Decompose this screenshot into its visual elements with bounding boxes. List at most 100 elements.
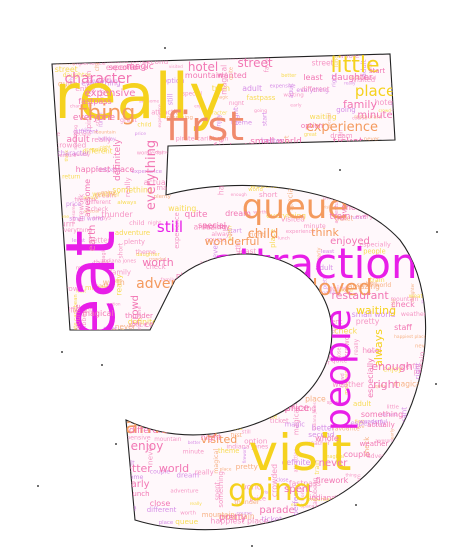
filler-word: fastpass <box>83 495 108 502</box>
filler-word: first <box>231 433 243 439</box>
filler-word: pretty <box>236 462 259 471</box>
filler-word: wonderful <box>205 360 235 366</box>
filler-word: spent <box>213 482 221 501</box>
filler-word: start <box>43 414 57 420</box>
filler-word: adventure <box>334 197 340 224</box>
cloud-word-really: really <box>54 60 225 133</box>
cloud-word-people: people <box>318 309 359 431</box>
filler-word: check <box>334 326 357 335</box>
filler-word: better <box>88 235 110 244</box>
cloud-word-price: price <box>285 403 310 414</box>
filler-word: fastpass <box>247 94 276 102</box>
filler-word: course <box>206 237 227 244</box>
filler-word: mountain <box>104 346 140 355</box>
filler-word: magical <box>292 407 301 435</box>
filler-word: family <box>71 496 86 502</box>
filler-word: price <box>40 422 46 434</box>
filler-word: return <box>108 447 115 466</box>
filler-word: magic <box>216 94 229 99</box>
filler-word: dream <box>73 421 90 427</box>
cloud-word-great: great <box>52 230 131 410</box>
filler-word: lunch <box>354 144 372 152</box>
filler-word: daughter <box>63 72 91 79</box>
filler-word: people <box>47 428 67 434</box>
filler-word: special <box>337 151 356 157</box>
filler-word: experience <box>157 104 162 128</box>
filler-word: indiana jones <box>312 402 317 430</box>
filler-word: little <box>391 299 397 310</box>
filler-word: start <box>262 111 269 126</box>
filler-word: spent <box>424 362 443 370</box>
filler-word: pirate caribbean <box>73 294 79 338</box>
filler-word: better <box>239 167 252 172</box>
filler-word: second <box>142 57 168 66</box>
filler-word: enjoy <box>101 190 115 196</box>
filler-word: something <box>347 489 380 496</box>
filler-word: thing <box>192 332 204 338</box>
filler-word: still <box>96 116 102 126</box>
filler-word: start <box>227 227 242 234</box>
filler-word: theme <box>410 163 431 171</box>
filler-word: really <box>195 469 214 477</box>
cloud-word-train: train <box>330 212 351 222</box>
filler-word: always <box>211 231 232 238</box>
filler-word: minute <box>76 266 96 272</box>
filler-word: wanted <box>414 79 420 98</box>
filler-word: enjoy <box>87 397 108 406</box>
filler-word: definitely <box>52 242 61 277</box>
filler-word: second <box>52 356 79 365</box>
filler-word: firework <box>288 365 308 371</box>
filler-word: child <box>95 57 101 71</box>
filler-word: indiana jones <box>102 258 136 264</box>
filler-word: fastpass <box>319 355 345 362</box>
filler-word: indiana jones <box>325 153 331 182</box>
filler-word: thunder <box>234 498 260 506</box>
filler-word: early <box>390 428 396 439</box>
filler-word: weather <box>409 294 433 300</box>
filler-word: hotel <box>375 98 395 107</box>
filler-word: especially <box>359 241 391 248</box>
filler-word: going <box>254 108 267 114</box>
filler-word: think <box>89 490 105 497</box>
filler-word: firework <box>74 198 98 204</box>
filler-word: fantastic <box>367 160 373 183</box>
filler-word: hotel <box>96 456 102 471</box>
filler-word: hotel <box>362 346 381 355</box>
filler-word: amazing <box>262 153 289 160</box>
filler-word: quite <box>332 357 348 364</box>
filler-word: never <box>114 403 136 412</box>
filler-word: wonderful <box>107 477 130 483</box>
filler-word: minute <box>90 53 116 62</box>
filler-word: right <box>331 73 337 87</box>
cloud-word-spent: spent <box>284 484 312 495</box>
filler-word: earth <box>106 432 123 439</box>
five-shape-outline <box>51 53 426 531</box>
filler-word: adult <box>360 59 368 77</box>
filler-word: train <box>239 279 248 296</box>
filler-word: everything <box>266 211 306 220</box>
filler-word: quite <box>375 383 387 389</box>
cloud-word-different: different <box>129 426 168 436</box>
cloud-word-early: early <box>124 479 149 490</box>
filler-word: train <box>131 406 143 412</box>
cloud-word-plenty: plenty <box>176 272 198 280</box>
filler-word: child <box>129 219 144 227</box>
filler-word: always <box>83 195 99 201</box>
filler-word: staff <box>45 383 53 398</box>
filler-word: magical <box>213 449 220 474</box>
filler-word: parade <box>138 333 166 342</box>
filler-word: thing <box>346 473 357 479</box>
cloud-word-perfect: perfect <box>151 373 180 382</box>
filler-word: crowd <box>379 108 392 113</box>
filler-word: experience <box>368 509 400 515</box>
filler-word: perfect <box>242 255 259 261</box>
filler-word: amazing <box>134 396 162 404</box>
filler-word: visited <box>60 474 68 496</box>
filler-word: wonderful <box>359 419 387 425</box>
filler-word: awesome <box>72 203 77 224</box>
filler-word: return <box>62 173 81 180</box>
filler-word: right <box>249 231 265 239</box>
filler-word: short <box>259 190 278 199</box>
filler-word: fantastic <box>251 324 273 330</box>
filler-word: dream <box>330 132 353 140</box>
